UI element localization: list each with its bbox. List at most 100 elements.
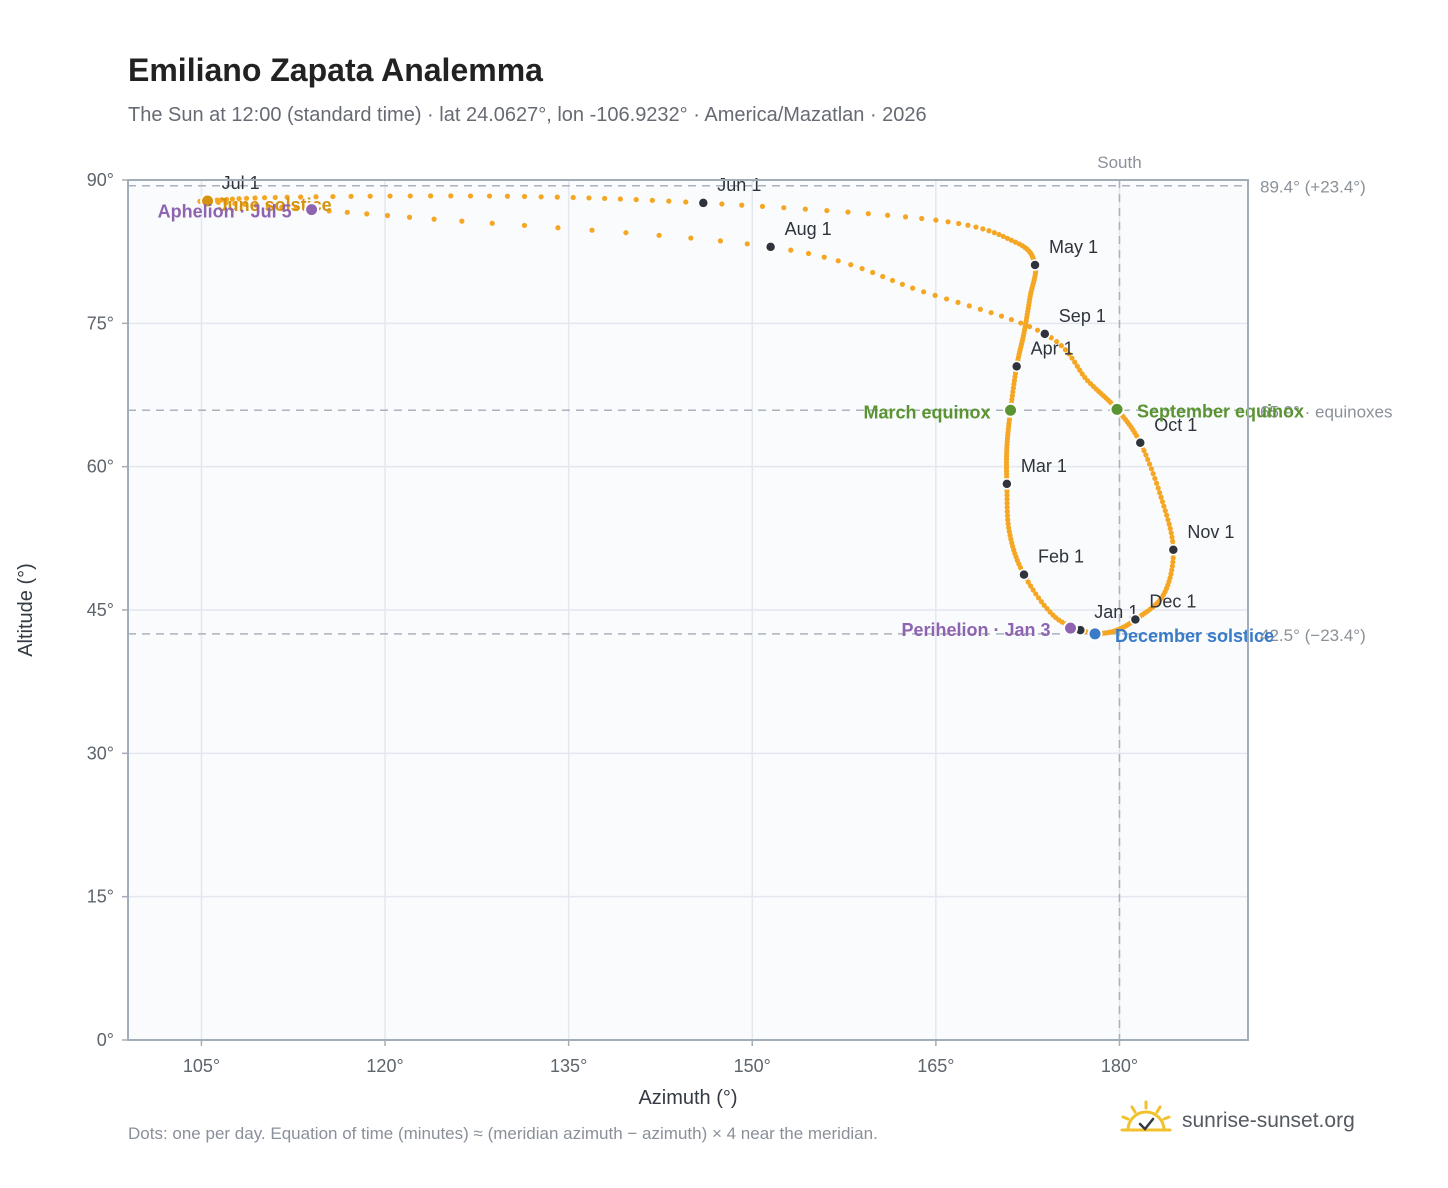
daily-dot bbox=[265, 203, 271, 209]
month-marker bbox=[764, 241, 777, 253]
daily-dot bbox=[467, 193, 474, 199]
daily-dot bbox=[1164, 512, 1170, 518]
event-marker bbox=[304, 202, 320, 218]
daily-dot bbox=[1038, 599, 1044, 605]
daily-dot bbox=[1062, 347, 1068, 353]
daily-dot bbox=[232, 201, 238, 207]
daily-dot bbox=[236, 196, 242, 202]
daily-dot bbox=[1005, 521, 1011, 527]
daily-dot bbox=[459, 218, 465, 224]
event-label: Perihelion · Jan 3 bbox=[901, 620, 1050, 640]
daily-dot bbox=[1030, 587, 1036, 593]
daily-dot bbox=[998, 313, 1005, 319]
daily-dot bbox=[1058, 343, 1064, 349]
daily-dot bbox=[899, 281, 905, 287]
daily-dot bbox=[1074, 363, 1080, 369]
daily-dot bbox=[504, 193, 511, 199]
daily-dot bbox=[1077, 367, 1083, 373]
daily-dot bbox=[1158, 494, 1164, 500]
daily-dot bbox=[805, 250, 812, 257]
daily-dot bbox=[1161, 503, 1167, 509]
daily-dot bbox=[1169, 567, 1175, 573]
y-tick-label: 75° bbox=[87, 313, 114, 333]
reference-line-label: 65.9° · equinoxes bbox=[1260, 402, 1393, 421]
month-label: Jun 1 bbox=[717, 175, 761, 195]
daily-dot bbox=[617, 196, 623, 202]
daily-dot bbox=[1159, 499, 1166, 505]
daily-dot bbox=[1162, 508, 1168, 514]
event-marker bbox=[1087, 626, 1103, 642]
daily-dot bbox=[293, 205, 299, 211]
daily-dot bbox=[1035, 595, 1042, 601]
daily-dot bbox=[1004, 504, 1010, 510]
daily-dot bbox=[326, 208, 332, 214]
daily-dot bbox=[1169, 563, 1175, 569]
daily-dot bbox=[261, 195, 268, 201]
daily-dot bbox=[602, 195, 608, 202]
daily-dot bbox=[1153, 480, 1160, 486]
daily-dot bbox=[1005, 517, 1011, 523]
daily-dot bbox=[1150, 471, 1156, 477]
event-marker bbox=[1109, 401, 1125, 417]
daily-dot bbox=[1167, 525, 1173, 532]
x-axis-label: Azimuth (°) bbox=[638, 1087, 737, 1109]
daily-dot bbox=[688, 235, 694, 241]
daily-dot bbox=[1152, 475, 1158, 482]
daily-dot bbox=[1041, 602, 1047, 608]
daily-dot bbox=[623, 230, 629, 236]
event-label: Aphelion · Jul 5 bbox=[158, 202, 292, 222]
y-axis-label: Altitude (°) bbox=[15, 563, 37, 657]
daily-dot bbox=[215, 199, 221, 205]
event-marker bbox=[1003, 402, 1019, 418]
daily-dot bbox=[759, 203, 766, 209]
y-tick-label: 60° bbox=[87, 457, 114, 477]
x-axis-ticks: 105° 120° 135° 150° 165° 180° bbox=[183, 1040, 1138, 1076]
daily-dot bbox=[932, 292, 938, 298]
daily-dot bbox=[1170, 559, 1176, 565]
daily-dot bbox=[1148, 466, 1154, 472]
daily-dot bbox=[977, 306, 983, 312]
daily-dot bbox=[802, 206, 808, 212]
reference-lines: South 89.4° (+23.4°) 65.9° · equinoxes 42.5… bbox=[128, 153, 1393, 1040]
daily-dot bbox=[1010, 385, 1016, 391]
daily-dot bbox=[554, 194, 560, 200]
daily-dot bbox=[945, 219, 951, 225]
month-marker bbox=[1167, 544, 1180, 556]
daily-dot bbox=[865, 211, 871, 217]
x-tick-label: 180° bbox=[1101, 1056, 1138, 1076]
reference-line-label: 42.5° (−23.4°) bbox=[1260, 626, 1366, 645]
daily-dot bbox=[223, 200, 229, 206]
daily-dot bbox=[298, 194, 304, 200]
daily-dot bbox=[1006, 529, 1012, 535]
brand-logo[interactable]: sunrise-sunset.org bbox=[1120, 1100, 1355, 1141]
month-label: Apr 1 bbox=[1031, 338, 1074, 358]
daily-dot bbox=[313, 194, 319, 200]
daily-dot bbox=[955, 299, 961, 306]
daily-dot bbox=[1033, 591, 1039, 597]
daily-dot bbox=[1004, 500, 1010, 506]
daily-dot bbox=[1026, 323, 1033, 330]
month-label: Sep 1 bbox=[1059, 306, 1106, 326]
daily-dot bbox=[1010, 389, 1016, 395]
daily-dot bbox=[367, 193, 373, 199]
daily-dot bbox=[1009, 396, 1015, 403]
daily-dot bbox=[633, 197, 639, 203]
x-tick-label: 150° bbox=[734, 1056, 771, 1076]
daily-dot bbox=[1028, 583, 1034, 589]
daily-dot bbox=[1009, 393, 1015, 399]
y-tick-label: 30° bbox=[87, 743, 114, 763]
daily-dot bbox=[902, 214, 909, 220]
daily-dot bbox=[739, 202, 745, 208]
month-marker bbox=[1134, 437, 1147, 449]
daily-dot bbox=[1044, 606, 1050, 612]
month-marker bbox=[1039, 328, 1051, 340]
daily-dot bbox=[966, 303, 972, 309]
event-markers: June solstice December solstice March equi… bbox=[158, 193, 1304, 646]
daily-dot bbox=[1011, 381, 1017, 387]
daily-dot bbox=[1008, 237, 1014, 243]
event-label: June solstice bbox=[218, 195, 332, 215]
daily-dot bbox=[666, 198, 672, 204]
daily-dot bbox=[744, 241, 750, 247]
month-label: May 1 bbox=[1049, 237, 1098, 257]
